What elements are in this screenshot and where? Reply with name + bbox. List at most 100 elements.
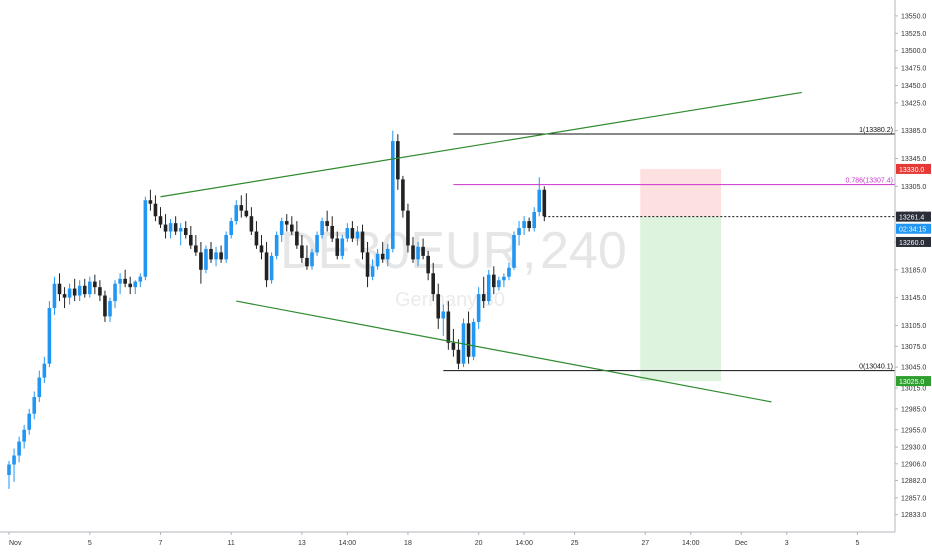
candle-body [244, 210, 249, 217]
candle [254, 221, 259, 249]
candle [385, 244, 390, 267]
candle-body [436, 294, 441, 319]
candle [148, 189, 153, 211]
trendline [236, 300, 772, 403]
candle-body [118, 278, 122, 284]
candle [451, 328, 456, 357]
price-tag-background [896, 211, 931, 222]
candle [360, 224, 365, 260]
candle-body [148, 200, 153, 204]
candle-body [471, 321, 476, 357]
candle-body [295, 231, 299, 246]
candle-body [128, 283, 132, 288]
candle [17, 436, 21, 463]
price-axis-label: 13075.0 [901, 344, 926, 351]
candle [320, 217, 324, 239]
candle [305, 245, 309, 270]
candle [133, 280, 138, 295]
candle-body [290, 224, 294, 232]
candle-body [416, 246, 420, 260]
candle [138, 273, 143, 288]
time-axis-label: 27 [641, 540, 649, 547]
candle [391, 130, 395, 253]
drawing-lines[interactable]: 1(13380.2) 0.786(13307.4) 0(13040.1) [160, 91, 896, 403]
candle-body [502, 276, 506, 281]
candle [209, 241, 213, 263]
candle [199, 241, 203, 284]
symbol-watermark: DE30EUR , 240 Germany 30 [280, 222, 627, 311]
candle [77, 280, 82, 302]
watermark-separator: , [522, 222, 536, 280]
price-axis[interactable]: 12833.0 12857.0 12882.0 12906.0 12930.0 12955… [894, 0, 926, 532]
candle-body [42, 363, 47, 378]
candle-body [350, 228, 355, 239]
trendline [160, 91, 802, 198]
candle-body [466, 323, 471, 357]
candle-body [325, 221, 329, 226]
price-tag-background [896, 223, 931, 234]
time-axis-label: 18 [404, 540, 412, 547]
candle-body [259, 245, 264, 253]
candle [481, 276, 486, 309]
candle-body [98, 287, 102, 296]
candle [214, 246, 218, 267]
candle-body [57, 283, 62, 295]
candle-body [158, 216, 163, 225]
candle-body [27, 413, 31, 430]
candle-body [486, 274, 491, 302]
candle-body [360, 231, 365, 253]
candle-body [47, 308, 52, 364]
time-axis-label: 3 [785, 540, 789, 547]
candle [507, 262, 511, 281]
candle [128, 276, 132, 295]
price-tag-label: 02:34:15 [899, 227, 926, 234]
candle [219, 245, 223, 263]
price-axis-label: 12985.0 [901, 406, 926, 413]
candle [57, 273, 62, 302]
candle-body [173, 223, 178, 232]
candle [88, 276, 92, 298]
candle [189, 225, 193, 249]
candle-body [345, 228, 350, 239]
candle [249, 207, 254, 236]
price-tag-label: 13330.0 [899, 167, 924, 174]
candle [234, 200, 239, 225]
time-axis[interactable]: Nov 5 7 11 13 14:00 18 20 14:00 25 27 14:00 Dec 3 5 [0, 531, 895, 547]
price-tag-label: 13025.0 [899, 379, 924, 386]
candle [284, 214, 289, 232]
candle-body [163, 224, 168, 232]
candle-body [62, 294, 67, 298]
candle-body [532, 212, 536, 229]
take-profit-zone [640, 216, 722, 382]
candle [168, 219, 173, 239]
stop-loss-zone [640, 168, 722, 217]
candle-body [108, 301, 112, 317]
candle-body [507, 267, 511, 277]
candle-body [7, 464, 11, 475]
candle-body [284, 221, 289, 225]
price-axis-label: 13500.0 [901, 48, 926, 55]
candle-body [219, 252, 223, 260]
candle [411, 237, 415, 263]
price-axis-label: 12833.0 [901, 512, 926, 519]
candle [108, 297, 112, 322]
candle [421, 238, 425, 260]
candle [72, 278, 77, 302]
candle-body [340, 238, 345, 256]
candle [52, 276, 57, 315]
candle-body [138, 276, 143, 282]
candle-body [133, 281, 138, 288]
candle-body [279, 221, 284, 236]
price-tag-background [896, 236, 931, 247]
candle [431, 262, 435, 302]
price-axis-label: 13385.0 [901, 128, 926, 135]
candle [47, 301, 52, 368]
candle [456, 339, 461, 370]
candle-body [113, 283, 117, 302]
fib-level-label: 0.786(13307.4) [846, 178, 893, 185]
candle-body [168, 223, 173, 232]
candle-body [103, 295, 107, 317]
candle [158, 207, 163, 229]
